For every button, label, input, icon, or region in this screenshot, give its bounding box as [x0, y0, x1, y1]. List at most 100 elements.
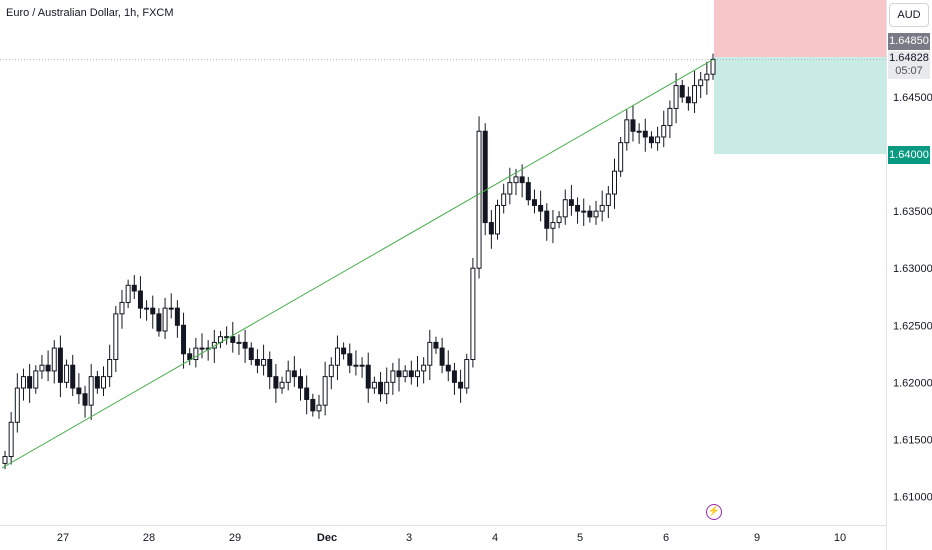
- candle-body: [2, 456, 8, 464]
- symbol-title[interactable]: Euro / Australian Dollar, 1h, FXCM: [6, 7, 174, 19]
- candle-body: [550, 222, 556, 229]
- candle-body: [519, 176, 525, 184]
- candle-body: [347, 353, 353, 366]
- candle-body: [70, 364, 76, 389]
- candle-body: [39, 364, 45, 372]
- candle-body: [501, 193, 507, 206]
- candle-body: [692, 85, 698, 104]
- candle-body: [267, 359, 273, 378]
- candle-body: [648, 136, 654, 144]
- lightning-icon[interactable]: ⚡: [706, 504, 722, 520]
- candle-body: [334, 347, 340, 366]
- candle-body: [624, 119, 630, 144]
- candle-body: [82, 393, 88, 406]
- target-zone: [714, 0, 886, 58]
- candle-body: [445, 364, 451, 372]
- candle-body: [655, 136, 661, 144]
- candle-body: [230, 336, 236, 343]
- candle-body: [390, 370, 396, 383]
- candle-body: [482, 130, 488, 224]
- candle-body: [57, 347, 63, 383]
- candle-body: [673, 85, 679, 109]
- candle-body: [408, 370, 414, 378]
- candle-body: [88, 376, 94, 406]
- candle-body: [193, 347, 199, 361]
- candle-body: [248, 347, 254, 361]
- y-tick-label: 1.61500: [893, 434, 932, 446]
- candle-body: [433, 341, 439, 349]
- candle-body: [679, 85, 685, 98]
- candle-body: [285, 370, 291, 383]
- candle-body: [414, 370, 420, 378]
- candle-body: [470, 267, 476, 361]
- candle-body: [162, 307, 168, 332]
- current-price-tag: 1.64828 05:07: [888, 51, 930, 79]
- candle-body: [531, 199, 537, 206]
- candle-body: [458, 381, 464, 389]
- candle-body: [495, 204, 501, 235]
- candle-body: [544, 210, 550, 229]
- candle-body: [310, 398, 316, 412]
- candle-body: [667, 107, 673, 127]
- candle-body: [119, 301, 125, 315]
- stop-price-tag: 1.64000: [888, 146, 930, 164]
- candle-body: [562, 199, 568, 218]
- candle-body: [464, 359, 470, 389]
- candle-body: [611, 170, 617, 195]
- x-tick-label: 9: [754, 532, 760, 544]
- candle-body: [618, 142, 624, 172]
- candle-body: [144, 307, 150, 310]
- candle-body: [587, 210, 593, 218]
- candle-body: [14, 387, 20, 423]
- candle-body: [568, 199, 574, 206]
- candle-body: [581, 210, 587, 213]
- x-tick-label: Dec: [317, 532, 337, 544]
- candle-body: [476, 130, 482, 269]
- candle-body: [94, 376, 100, 389]
- candle-body: [181, 324, 187, 355]
- candle-body: [187, 353, 193, 361]
- x-tick-label: 5: [577, 532, 583, 544]
- y-tick-label: 1.64500: [893, 92, 932, 104]
- y-tick-label: 1.63000: [893, 263, 932, 275]
- candle-body: [150, 307, 156, 315]
- candle-body: [599, 204, 605, 212]
- candle-body: [488, 222, 494, 235]
- candle-body: [76, 387, 82, 395]
- candle-body: [137, 290, 143, 309]
- x-tick-label: 3: [406, 532, 412, 544]
- current-price-value: 1.64828: [889, 52, 929, 64]
- candle-body: [507, 182, 513, 195]
- candle-body: [291, 370, 297, 378]
- candle-body: [698, 79, 704, 87]
- x-tick-label: 10: [834, 532, 846, 544]
- candle-body: [51, 347, 57, 372]
- candle-body: [168, 307, 174, 310]
- candle-body: [236, 341, 242, 344]
- candle-body: [33, 370, 39, 389]
- candle-body: [704, 73, 710, 81]
- candle-body: [556, 216, 562, 224]
- candle-body: [328, 364, 334, 378]
- candle-body: [304, 387, 310, 400]
- candle-body: [421, 364, 427, 372]
- candle-body: [513, 176, 519, 184]
- candle-body: [254, 359, 260, 366]
- candle-body: [298, 376, 304, 389]
- candle-body: [396, 370, 402, 378]
- candle-body: [593, 210, 599, 218]
- candle-body: [20, 376, 26, 389]
- candle-body: [642, 130, 648, 138]
- candle-body: [353, 364, 359, 367]
- candle-body: [371, 381, 377, 389]
- bar-countdown: 05:07: [895, 65, 923, 77]
- candle-body: [439, 347, 445, 366]
- x-tick-label: 28: [143, 532, 155, 544]
- x-tick-label: 27: [57, 532, 69, 544]
- candle-body: [107, 359, 113, 378]
- candle-body: [261, 359, 267, 366]
- candle-body: [8, 421, 14, 458]
- currency-unit-button[interactable]: AUD: [889, 3, 929, 27]
